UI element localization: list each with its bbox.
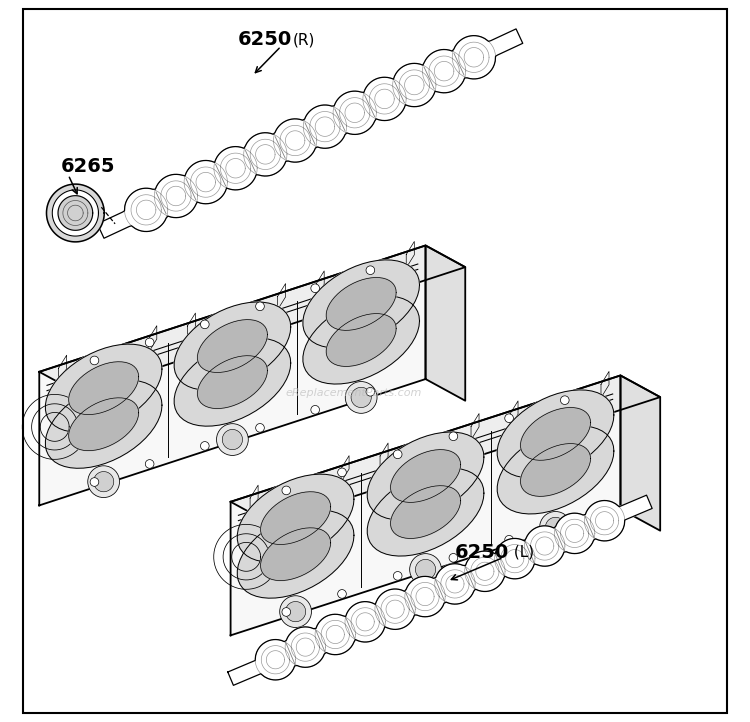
Polygon shape	[425, 245, 465, 401]
Circle shape	[351, 387, 371, 407]
Circle shape	[560, 518, 569, 526]
Polygon shape	[326, 313, 396, 367]
Text: (L): (L)	[509, 545, 535, 560]
Circle shape	[146, 460, 154, 469]
Polygon shape	[497, 426, 614, 514]
Circle shape	[217, 424, 248, 456]
Polygon shape	[368, 468, 484, 556]
Polygon shape	[260, 492, 331, 544]
Polygon shape	[237, 510, 354, 598]
Circle shape	[200, 320, 209, 329]
Polygon shape	[497, 390, 614, 478]
Circle shape	[200, 442, 209, 451]
Polygon shape	[197, 356, 268, 409]
Polygon shape	[303, 260, 419, 348]
Circle shape	[505, 536, 514, 544]
Polygon shape	[69, 362, 139, 414]
Circle shape	[226, 359, 238, 370]
Circle shape	[338, 468, 346, 477]
Polygon shape	[368, 432, 484, 520]
Circle shape	[280, 596, 311, 627]
Polygon shape	[620, 375, 660, 531]
Circle shape	[393, 572, 402, 580]
Polygon shape	[391, 486, 460, 539]
Polygon shape	[39, 245, 465, 393]
Circle shape	[420, 489, 431, 500]
Polygon shape	[228, 495, 652, 685]
Circle shape	[290, 531, 302, 543]
Circle shape	[449, 432, 458, 440]
Circle shape	[345, 381, 377, 413]
Circle shape	[222, 430, 242, 450]
Polygon shape	[303, 296, 419, 384]
Polygon shape	[520, 407, 590, 460]
Polygon shape	[326, 277, 396, 331]
Circle shape	[449, 554, 458, 562]
Circle shape	[505, 414, 514, 422]
Polygon shape	[98, 29, 523, 238]
Polygon shape	[230, 375, 660, 523]
Circle shape	[338, 590, 346, 599]
Circle shape	[560, 396, 569, 404]
Circle shape	[282, 486, 291, 495]
Polygon shape	[69, 398, 139, 451]
Circle shape	[256, 302, 264, 310]
Text: 6250: 6250	[238, 30, 292, 49]
Polygon shape	[391, 450, 460, 503]
Text: (R): (R)	[292, 32, 315, 47]
Polygon shape	[58, 196, 93, 230]
Polygon shape	[39, 245, 425, 505]
Polygon shape	[46, 344, 162, 432]
Polygon shape	[197, 320, 268, 373]
Circle shape	[410, 554, 442, 586]
Circle shape	[90, 478, 99, 487]
Text: eReplacementParts.com: eReplacementParts.com	[285, 388, 422, 399]
Circle shape	[310, 284, 320, 292]
Circle shape	[94, 471, 114, 492]
Circle shape	[366, 266, 375, 274]
Circle shape	[310, 406, 320, 414]
Circle shape	[366, 388, 375, 396]
Circle shape	[98, 401, 109, 413]
Circle shape	[146, 338, 154, 347]
Circle shape	[550, 447, 561, 458]
Polygon shape	[46, 380, 162, 469]
Text: 6265: 6265	[61, 157, 116, 175]
Circle shape	[256, 424, 264, 432]
Circle shape	[545, 517, 566, 537]
Circle shape	[286, 601, 306, 622]
Polygon shape	[230, 375, 620, 635]
Polygon shape	[53, 190, 98, 236]
Polygon shape	[237, 474, 354, 562]
Polygon shape	[520, 443, 590, 496]
Text: 6250: 6250	[454, 543, 509, 562]
Circle shape	[282, 608, 291, 617]
Circle shape	[90, 356, 99, 365]
Circle shape	[539, 511, 572, 543]
Polygon shape	[174, 302, 291, 390]
Polygon shape	[260, 528, 331, 580]
Polygon shape	[174, 338, 291, 426]
Circle shape	[356, 317, 367, 329]
Circle shape	[416, 560, 436, 580]
Polygon shape	[46, 184, 104, 242]
Circle shape	[88, 466, 119, 497]
Circle shape	[393, 450, 402, 458]
